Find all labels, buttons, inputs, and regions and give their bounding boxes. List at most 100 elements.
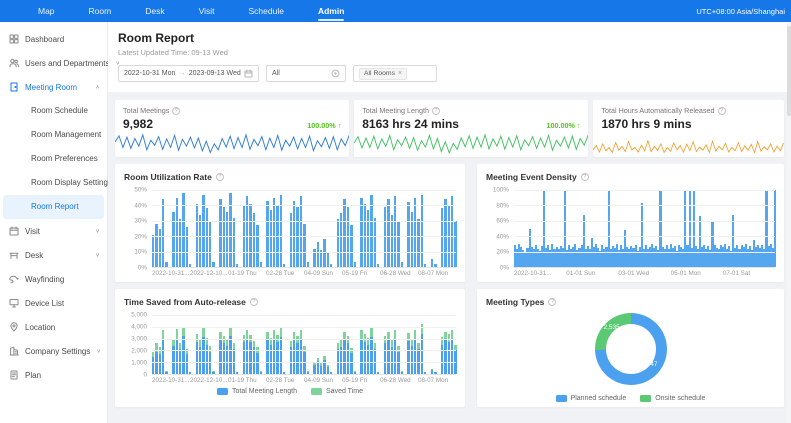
sidebar-item-users-departments[interactable]: Users and Departments ∨ [0, 51, 107, 75]
sidebar-item-room-management[interactable]: Room Management [0, 123, 107, 147]
bar [354, 315, 356, 374]
bar [431, 315, 433, 374]
nav-admin[interactable]: Admin [318, 0, 344, 22]
gridline [152, 221, 456, 222]
bar [202, 315, 204, 374]
sidebar-item-desk[interactable]: Desk ∨ [0, 243, 107, 267]
bar [280, 315, 282, 374]
help-icon[interactable]: ? [718, 107, 726, 115]
x-tick: 2022-12-10... [190, 377, 228, 384]
scope-select[interactable]: All [266, 65, 346, 82]
sidebar-item-dashboard[interactable]: Dashboard [0, 27, 107, 51]
date-start-value[interactable]: 2022-10-31 Mon [124, 70, 175, 77]
plan-icon [9, 370, 19, 380]
stat-cards-row: Total Meetings? 9,982 100.00% ↑ Total Me… [115, 100, 784, 157]
y-tick: 60% [496, 218, 509, 225]
close-icon[interactable]: × [398, 70, 402, 77]
y-tick: 100% [493, 187, 509, 194]
sidebar-item-device-list[interactable]: Device List [0, 291, 107, 315]
select-icon [331, 69, 340, 78]
time-saved-card: Time Saved from Auto-release? 5,0004,000… [115, 289, 465, 407]
bar [343, 315, 345, 374]
stat-delta: 100.00% ↑ [307, 121, 341, 130]
y-tick: 40% [134, 202, 147, 209]
help-icon[interactable]: ? [250, 298, 258, 306]
sparkline-chart [354, 130, 588, 156]
sidebar-item-plan[interactable]: Plan [0, 363, 107, 387]
help-icon[interactable]: ? [172, 107, 180, 115]
nav-desk[interactable]: Desk [145, 0, 164, 22]
bar [407, 315, 409, 374]
donut-wrap: 7,447 2,535 [486, 307, 775, 391]
legend-onsite-schedule[interactable]: Onsite schedule [640, 395, 705, 402]
date-range-picker[interactable]: 2022-10-31 Mon → 2023-09-13 Wed [118, 65, 259, 82]
help-icon[interactable]: ? [581, 173, 589, 181]
bar [374, 218, 376, 267]
legend-total-meeting-length[interactable]: Total Meeting Length [217, 388, 297, 395]
bar [448, 315, 450, 374]
rooms-tag: All Rooms × [359, 68, 407, 80]
legend-swatch [311, 388, 322, 395]
y-tick: 0% [500, 265, 509, 272]
bar [189, 264, 191, 267]
sidebar-item-room-display-settings[interactable]: Room Display Settings [0, 171, 107, 195]
bar [354, 262, 356, 267]
sidebar-item-label: Visit [25, 227, 40, 236]
legend-saved-time[interactable]: Saved Time [311, 388, 363, 395]
nav-room[interactable]: Room [89, 0, 112, 22]
scope-select-value: All [272, 70, 280, 77]
sidebar-item-visit[interactable]: Visit ∨ [0, 219, 107, 243]
bar [317, 242, 319, 267]
nav-visit[interactable]: Visit [199, 0, 215, 22]
sidebar-item-wayfinding[interactable]: Wayfinding [0, 267, 107, 291]
bar [216, 315, 218, 374]
sidebar-item-label: Company Settings [25, 347, 90, 356]
sidebar-item-meeting-room[interactable]: Meeting Room ∧ [0, 75, 107, 99]
nav-schedule[interactable]: Schedule [249, 0, 284, 22]
scrollbar-thumb[interactable] [787, 26, 791, 116]
legend-label: Total Meeting Length [232, 388, 297, 395]
help-icon[interactable]: ? [432, 107, 440, 115]
date-end-value[interactable]: 2023-09-13 Wed [189, 70, 241, 77]
sidebar-item-room-report[interactable]: Room Report [3, 195, 104, 219]
bar [223, 315, 225, 374]
bar [397, 315, 399, 374]
sidebar-item-room-preferences[interactable]: Room Preferences [0, 147, 107, 171]
gridline [152, 339, 456, 340]
bar [260, 315, 262, 374]
slice-label-onsite: 2,535 [604, 324, 620, 331]
device-icon [9, 298, 19, 308]
help-icon[interactable]: ? [548, 298, 556, 306]
donut-chart[interactable]: 7,447 2,535 [595, 313, 667, 385]
chart-title: Meeting Event Density [486, 172, 577, 182]
sidebar-item-label: Users and Departments [25, 59, 109, 68]
time-saved-bar-plot[interactable] [152, 315, 456, 375]
sidebar-item-label: Desk [25, 251, 43, 260]
bar [454, 221, 456, 267]
gridline [152, 190, 456, 191]
sidebar-item-label: Plan [25, 371, 41, 380]
bar [380, 315, 382, 374]
y-tick: 2,000 [131, 348, 147, 355]
bar [417, 315, 419, 374]
sidebar-item-company-settings[interactable]: Company Settings ∨ [0, 339, 107, 363]
density-bar-plot[interactable] [514, 190, 775, 268]
bar [236, 264, 238, 267]
sidebar-item-location[interactable]: Location [0, 315, 107, 339]
rooms-filter[interactable]: All Rooms × [353, 65, 437, 82]
legend-planned-schedule[interactable]: Planned schedule [556, 395, 627, 402]
page-scrollbar[interactable] [787, 22, 791, 423]
nav-map[interactable]: Map [38, 0, 55, 22]
bar [374, 315, 376, 374]
y-axis: 50%40%30%20%10%0% [124, 190, 152, 268]
bar [367, 210, 369, 267]
timezone-label[interactable]: UTC+08:00 Asia/Shanghai [696, 7, 785, 16]
help-icon[interactable]: ? [216, 173, 224, 181]
bar [182, 315, 184, 374]
utilization-bar-plot[interactable] [152, 190, 456, 268]
sidebar-item-room-schedule[interactable]: Room Schedule [0, 99, 107, 123]
page-header: Room Report Latest Updated Time: 09-13 W… [108, 22, 791, 92]
bar [192, 315, 194, 374]
bar [165, 315, 167, 374]
bar [293, 315, 295, 374]
